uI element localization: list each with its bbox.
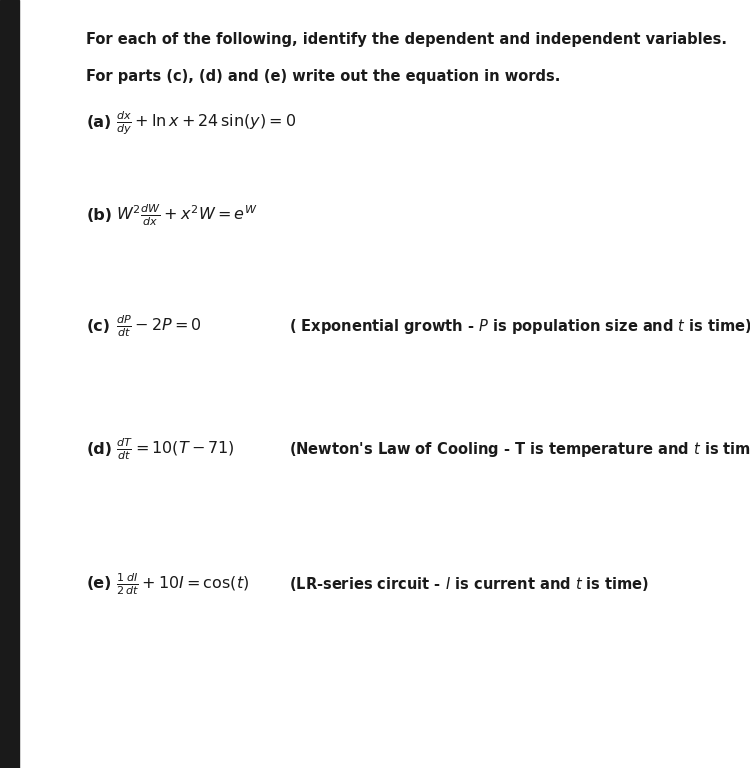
Text: (c): (c)	[86, 319, 110, 334]
Text: (LR-series circuit - $I$ is current and $t$ is time): (LR-series circuit - $I$ is current and …	[289, 574, 649, 593]
Text: (a): (a)	[86, 115, 112, 131]
Text: (e): (e)	[86, 576, 112, 591]
Text: $W^2\frac{dW}{dx} + x^2W = e^W$: $W^2\frac{dW}{dx} + x^2W = e^W$	[116, 202, 258, 228]
Text: (b): (b)	[86, 207, 112, 223]
Text: For each of the following, identify the dependent and independent variables.: For each of the following, identify the …	[86, 32, 728, 48]
Text: For parts (c), (d) and (e) write out the equation in words.: For parts (c), (d) and (e) write out the…	[86, 69, 560, 84]
Text: $\frac{dP}{dt} - 2P = 0$: $\frac{dP}{dt} - 2P = 0$	[116, 313, 202, 339]
Text: (d): (d)	[86, 442, 112, 457]
Text: (Newton's Law of Cooling - T is temperature and $t$ is time): (Newton's Law of Cooling - T is temperat…	[289, 440, 750, 458]
Bar	[0, 0, 19, 768]
Text: ( Exponential growth - $P$ is population size and $t$ is time): ( Exponential growth - $P$ is population…	[289, 317, 750, 336]
Text: $\frac{dT}{dt} = 10(T - 71)$: $\frac{dT}{dt} = 10(T - 71)$	[116, 436, 235, 462]
Text: $\frac{dx}{dy} + \ln x + 24\,\mathrm{sin}(y) = 0$: $\frac{dx}{dy} + \ln x + 24\,\mathrm{sin…	[116, 109, 296, 137]
Text: $\frac{1}{2}\frac{dI}{dt} + 10I = \cos(t)$: $\frac{1}{2}\frac{dI}{dt} + 10I = \cos(t…	[116, 571, 250, 597]
